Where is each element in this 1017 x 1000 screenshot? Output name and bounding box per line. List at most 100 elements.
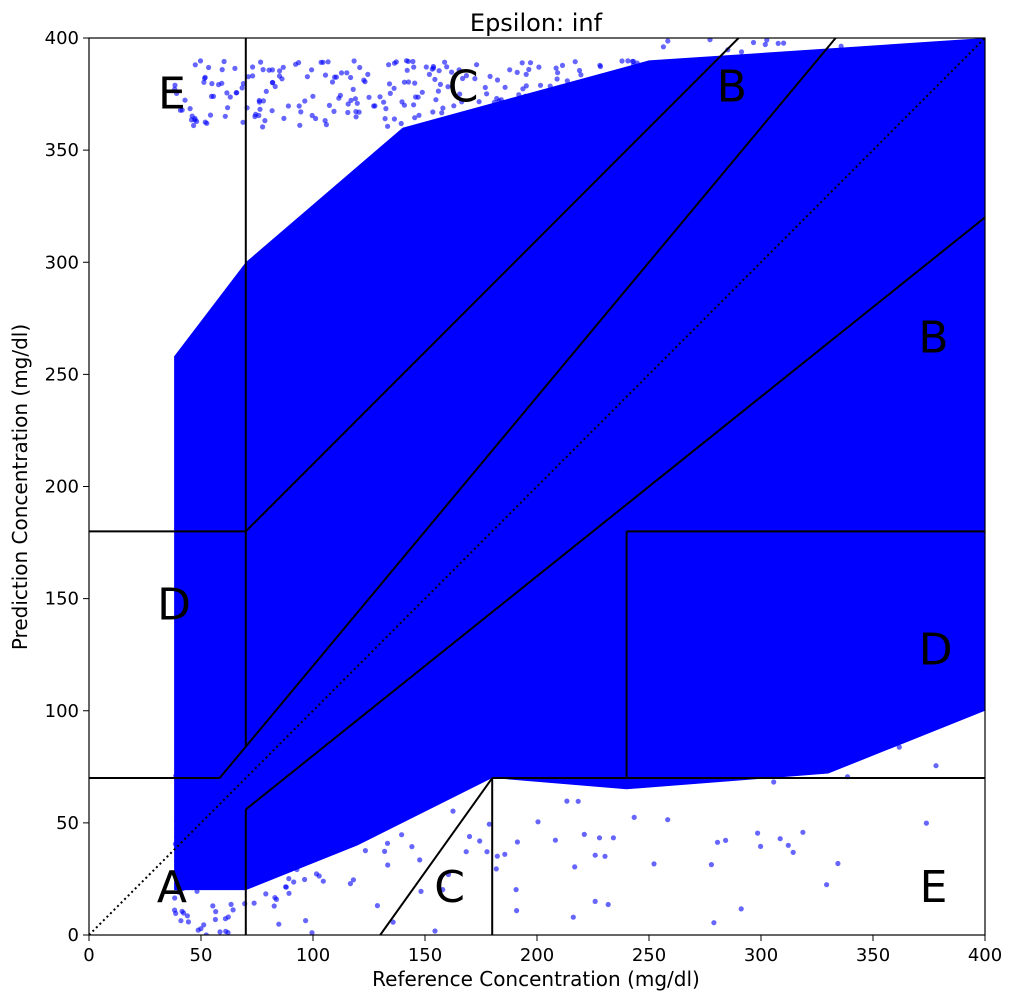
scatter-point [689,290,695,296]
scatter-point [950,86,956,92]
scatter-point [653,503,659,509]
scatter-point [872,471,878,477]
scatter-point [553,440,559,446]
scatter-point [779,68,785,75]
scatter-point [365,423,371,429]
scatter-point [508,723,514,729]
scatter-point [808,74,814,80]
scatter-point [980,115,985,121]
scatter-point [278,818,284,824]
scatter-point [693,569,699,575]
scatter-point [523,533,529,539]
scatter-point [865,146,871,152]
scatter-point [775,40,781,47]
scatter-point [656,368,663,374]
scatter-point [324,584,330,590]
scatter-point [757,204,764,210]
scatter-point [621,437,627,443]
scatter-point [341,821,347,827]
scatter-point [960,224,966,230]
scatter-point [758,544,764,550]
scatter-point [354,617,360,623]
scatter-point [840,307,846,313]
scatter-point [905,215,911,221]
scatter-point [772,273,778,279]
scatter-point [760,186,767,192]
scatter-point [449,705,455,711]
scatter-point [428,649,434,655]
scatter-point [421,669,427,675]
scatter-point [474,62,480,68]
scatter-point [936,446,942,452]
scatter-point [285,746,291,753]
scatter-point [291,597,297,603]
scatter-point [404,313,410,320]
scatter-point [782,122,788,128]
scatter-point [340,841,346,847]
scatter-point [880,225,886,231]
scatter-point [827,97,833,103]
scatter-point [915,113,921,119]
scatter-point [331,108,337,114]
scatter-point [917,493,923,499]
scatter-point [402,815,408,821]
scatter-point [660,61,666,68]
scatter-point [349,640,355,646]
scatter-point [713,89,719,95]
scatter-point [312,735,319,741]
scatter-point [352,712,358,718]
scatter-point [865,72,871,78]
scatter-point [576,67,583,74]
scatter-point [789,139,795,145]
scatter-point [202,75,208,81]
scatter-point [215,814,221,821]
scatter-point [707,252,713,258]
scatter-point [358,543,364,549]
scatter-point [505,744,511,750]
scatter-point [399,688,405,694]
scatter-point [346,513,352,520]
scatter-point [760,600,767,606]
scatter-point [659,678,665,684]
scatter-point [313,616,319,622]
scatter-point [714,377,720,383]
scatter-point [522,452,529,458]
scatter-point [692,129,698,135]
scatter-point [336,95,342,101]
scatter-point [264,447,270,453]
scatter-point [609,119,615,125]
scatter-point [473,377,479,383]
scatter-point [405,79,412,85]
scatter-point [678,681,684,687]
scatter-point [352,96,358,102]
scatter-point [541,762,547,768]
scatter-point [634,60,640,66]
scatter-point [647,265,653,271]
scatter-point [411,64,417,70]
scatter-point [674,386,680,393]
scatter-point [457,624,463,630]
scatter-point [899,77,905,83]
scatter-point [772,333,778,339]
scatter-point [878,98,884,104]
scatter-point [782,179,789,185]
scatter-point [405,594,411,600]
scatter-point [405,580,411,586]
scatter-point [657,251,663,257]
scatter-point [435,524,441,530]
scatter-point [650,106,656,112]
scatter-point [430,369,436,375]
scatter-point [873,112,879,118]
scatter-point [264,638,271,645]
scatter-point [347,792,353,798]
scatter-point [645,519,651,525]
scatter-point [811,104,817,110]
scatter-point [803,77,810,83]
scatter-point [711,146,717,152]
scatter-point [753,559,759,565]
scatter-point [602,762,608,768]
scatter-point [836,130,842,136]
scatter-point [697,365,704,371]
scatter-point [577,313,583,319]
scatter-point [619,157,625,163]
